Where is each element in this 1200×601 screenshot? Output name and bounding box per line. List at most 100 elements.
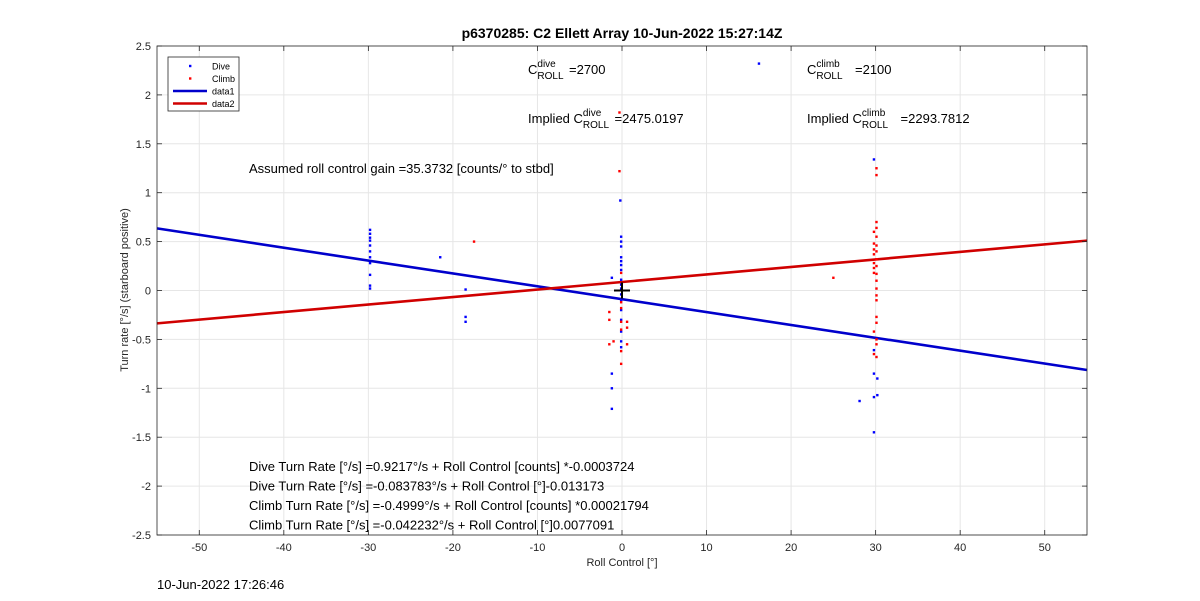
origin-crosshair-marker <box>614 282 630 299</box>
dive-point <box>872 348 876 352</box>
c-roll-dive-annotation: Cdive ROLL =2700 <box>528 59 606 82</box>
y-tick-label: 1.5 <box>136 139 151 151</box>
dive-point <box>619 235 623 238</box>
climb-point <box>875 272 878 276</box>
dive-point <box>619 299 623 302</box>
climb-point <box>625 326 629 329</box>
dive-point <box>757 62 761 65</box>
climb-point <box>619 362 623 366</box>
dive-point <box>619 263 623 267</box>
dive-point <box>368 273 372 277</box>
y-tick-label: 2 <box>145 90 151 102</box>
roll-gain-annotation: Assumed roll control gain =35.3732 [coun… <box>249 161 554 176</box>
climb-point <box>618 169 621 173</box>
chart-title: p6370285: C2 Ellett Array 10-Jun-2022 15… <box>462 25 783 41</box>
climb-point <box>625 320 629 323</box>
legend-box <box>167 56 240 112</box>
climb-point <box>875 226 878 230</box>
climb-point <box>472 240 476 243</box>
dive-point <box>368 228 372 232</box>
legend-label: Climb <box>212 74 235 84</box>
legend-marker-dive <box>189 64 192 68</box>
climb-point <box>875 264 878 268</box>
climb-point <box>875 173 878 177</box>
climb-point <box>875 258 878 261</box>
legend: Dive Climb data1 data2 <box>167 56 240 112</box>
x-axis-label: Roll Control [°] <box>586 557 657 569</box>
climb-point <box>875 338 878 341</box>
equation-line: Climb Turn Rate [°/s] =-0.4999°/s + Roll… <box>249 498 649 513</box>
x-tick-label: 0 <box>619 542 625 554</box>
dive-point <box>619 256 623 259</box>
climb-point <box>625 343 629 346</box>
climb-point <box>875 235 878 238</box>
x-tick-label: -10 <box>530 542 546 554</box>
y-tick-label: -0.5 <box>132 334 151 346</box>
x-tick-label: 20 <box>785 542 797 554</box>
legend-marker-climb <box>189 77 192 80</box>
climb-point <box>608 318 611 322</box>
climb-point <box>608 343 611 346</box>
climb-point <box>872 330 876 333</box>
climb-point <box>875 220 878 224</box>
x-tick-label: 40 <box>954 542 966 554</box>
y-tick-label: 0 <box>145 286 151 298</box>
dive-point <box>368 256 372 259</box>
x-tick-label: -50 <box>191 542 207 554</box>
dive-point <box>872 372 876 375</box>
dive-point <box>876 377 879 380</box>
x-tick-label: 10 <box>700 542 712 554</box>
dive-point <box>439 256 442 259</box>
dive-point <box>610 407 614 411</box>
climb-point <box>872 230 876 234</box>
climb-point <box>872 271 876 275</box>
dive-point <box>368 261 372 265</box>
dive-point <box>619 240 623 243</box>
climb-point <box>875 294 878 297</box>
dive-point <box>619 278 623 281</box>
dive-point <box>619 259 623 263</box>
dive-point <box>368 284 372 287</box>
equation-line: Dive Turn Rate [°/s] =-0.083783°/s + Rol… <box>249 479 604 494</box>
axis-ticks: -50 -40 -30 -20 -10 0 10 20 30 40 50-2.5-2-1.5-1-0… <box>132 41 1087 554</box>
climb-point <box>875 279 878 282</box>
climb-point <box>875 343 878 346</box>
x-tick-label: -20 <box>445 542 461 554</box>
climb-point <box>875 287 878 290</box>
climb-point <box>872 266 876 270</box>
dive-point <box>464 320 467 323</box>
climb-point <box>875 250 878 253</box>
climb-point <box>619 349 623 353</box>
climb-point <box>872 253 876 256</box>
equation-line: Dive Turn Rate [°/s] =0.9217°/s + Roll C… <box>249 459 634 474</box>
dive-point <box>619 330 623 333</box>
dive-point <box>464 288 467 291</box>
fit-line-data2 <box>156 239 1088 325</box>
y-tick-label: 2.5 <box>136 41 151 53</box>
climb-point <box>872 242 876 245</box>
x-tick-label: -30 <box>360 542 376 554</box>
c-roll-climb-annotation: Cclimb ROLL =2100 <box>807 59 892 82</box>
dive-point <box>368 244 372 247</box>
dive-point <box>619 346 623 349</box>
x-tick-label: -40 <box>276 542 292 554</box>
y-tick-label: -2.5 <box>132 530 151 542</box>
climb-point <box>872 352 876 356</box>
dive-point <box>368 236 372 239</box>
climb-point <box>612 340 615 343</box>
y-axis-label: Turn rate [°/s] (starboard positive) <box>119 208 131 372</box>
dive-point <box>858 399 861 403</box>
implied-c-roll-dive-annotation: Implied Cdive ROLL =2475.0197 <box>528 108 684 131</box>
climb-point <box>875 355 878 359</box>
dive-point <box>610 276 614 279</box>
dive-point <box>368 239 372 242</box>
y-tick-label: -1.5 <box>132 432 151 444</box>
climb-point <box>875 299 878 302</box>
dive-point <box>619 308 623 312</box>
dive-point <box>368 287 372 290</box>
dive-point <box>368 250 372 253</box>
legend-label: data2 <box>212 99 235 109</box>
climb-point <box>875 321 878 324</box>
climb-point <box>618 111 621 114</box>
